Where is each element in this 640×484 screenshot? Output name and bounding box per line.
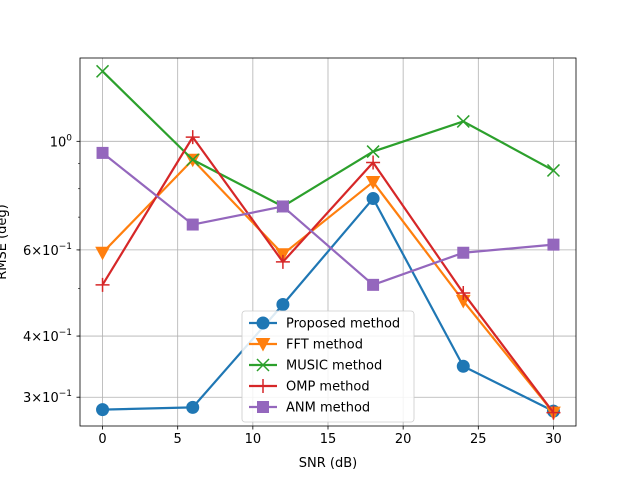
legend-item: OMP method (249, 379, 370, 395)
y-tick-label: 3×10−1 (23, 389, 72, 406)
series-marker (276, 200, 289, 213)
x-tick-label: 0 (98, 432, 106, 447)
legend-item: FFT method (249, 338, 363, 353)
x-axis-label: SNR (dB) (299, 456, 357, 471)
series-marker (96, 64, 110, 78)
series-marker (95, 277, 110, 292)
series-marker (186, 400, 200, 414)
series-marker (456, 114, 470, 128)
series-marker (255, 338, 271, 352)
series-marker (367, 278, 380, 291)
axis-layer: 0 5 10 15 20 25 30 3×10−1 4×10−1 6×10−1 100 (23, 133, 562, 447)
y-tick-label: 100 (50, 133, 73, 150)
legend-box (241, 310, 415, 423)
legend: Proposed method FFT method MUSIC method OMP… (241, 310, 415, 423)
legend-item: Proposed method (249, 316, 400, 332)
x-tick-label: 20 (395, 432, 412, 447)
x-tick-label: 15 (320, 432, 337, 447)
series-marker (276, 298, 290, 312)
series-marker (366, 145, 380, 159)
legend-label: ANM method (286, 401, 370, 416)
series-line (102, 197, 554, 413)
series-line (101, 152, 554, 286)
series-marker (257, 401, 269, 413)
series-marker (96, 146, 109, 159)
y-axis-label: RMSE (deg) (0, 204, 10, 280)
series-marker (95, 246, 110, 261)
legend-label: OMP method (286, 380, 370, 395)
series-anm-method (96, 146, 560, 291)
y-tick-label: 4×10−1 (23, 328, 72, 345)
series-marker (186, 153, 200, 167)
legend-item: MUSIC method (249, 358, 382, 374)
series-marker (96, 403, 110, 417)
legend-label: Proposed method (286, 317, 400, 332)
legend-label: MUSIC method (286, 359, 382, 374)
series-line (101, 136, 555, 414)
legend-label: FFT method (286, 338, 363, 353)
series-marker (185, 130, 200, 145)
series-marker (366, 192, 380, 206)
legend-item: ANM method (249, 401, 370, 416)
series-marker (256, 316, 270, 330)
series-marker (546, 405, 561, 420)
x-tick-label: 25 (470, 432, 487, 447)
series-marker (365, 175, 381, 190)
series-marker (256, 358, 270, 372)
series-marker (256, 379, 270, 393)
series-line (101, 70, 554, 208)
y-tick-label: 6×10−1 (23, 242, 72, 259)
series-marker (546, 163, 560, 177)
series-marker (275, 254, 290, 269)
series-marker (366, 155, 381, 170)
x-tick-label: 5 (174, 432, 182, 447)
x-tick-label: 30 (545, 432, 562, 447)
series-line (101, 158, 555, 414)
series-marker (456, 359, 470, 373)
series-marker (186, 218, 199, 231)
series-layer (95, 64, 561, 421)
x-tick-label: 10 (245, 432, 262, 447)
series-marker (456, 285, 471, 300)
series-marker (275, 248, 291, 262)
series-omp-method (95, 130, 561, 420)
series-marker (457, 246, 470, 259)
series-marker (547, 238, 560, 251)
